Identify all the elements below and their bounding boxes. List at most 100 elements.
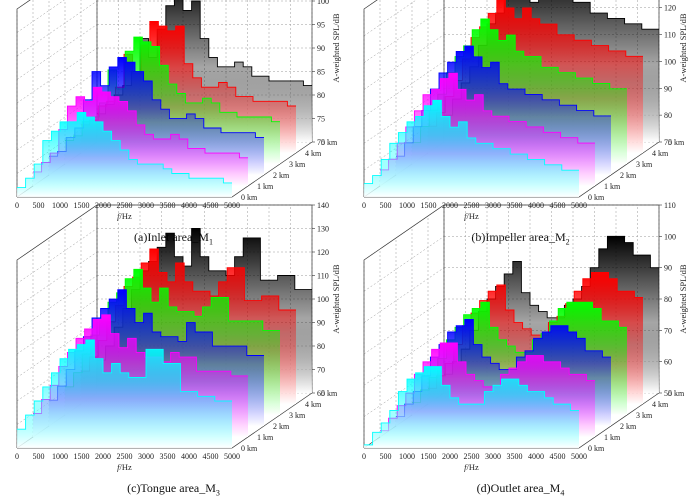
x-tick-label: 0 — [15, 452, 19, 461]
z-tick-label: 100 — [317, 295, 329, 304]
z-tick-label: 110 — [664, 31, 676, 40]
z-tick-label: 80 — [317, 91, 325, 100]
z-tick-label: 90 — [664, 84, 672, 93]
z-tick-label: 80 — [317, 342, 325, 351]
sidewall-gridline — [16, 71, 98, 127]
depth-tick-label: 2 km — [273, 171, 290, 180]
chart-impeller-area: 0 500 1000 1500 2000 2500 3000 3500 4000 4500 5000… — [362, 0, 688, 221]
caption-impeller: (b)Impeller area_M2 — [471, 230, 570, 247]
series-area-5-km — [17, 112, 232, 197]
z-tick-label: 120 — [664, 4, 676, 13]
depth-tick-label: 3 km — [289, 411, 306, 420]
z-tick-label: 110 — [664, 201, 676, 210]
caption-outlet: (d)Outlet area_M4 — [476, 481, 565, 498]
x-tick-label: 2500 — [464, 452, 480, 461]
x-axis-label: f/Hz — [117, 211, 132, 221]
depth-tick-label: 0 km — [588, 444, 605, 453]
x-tick-label: 2000 — [442, 452, 458, 461]
z-tick-label: 75 — [317, 115, 325, 124]
z-tick-label: 60 — [664, 358, 672, 367]
depth-tick-label: 1 km — [257, 182, 274, 191]
sidewall-gridline — [16, 24, 98, 80]
sidewall-gridline — [363, 0, 417, 37]
z-tick-label: 130 — [317, 225, 329, 234]
z-tick-label: 50 — [664, 389, 672, 398]
sidewall-gridline — [16, 0, 98, 57]
x-tick-label: 4000 — [181, 452, 197, 461]
x-tick-label: 4500 — [550, 201, 566, 210]
x-tick-label: 4000 — [528, 201, 544, 210]
depth-tick-label: 1 km — [257, 433, 274, 442]
depth-tick-label: 2 km — [620, 171, 637, 180]
x-tick-label: 2000 — [95, 452, 111, 461]
z-tick-label: 90 — [317, 319, 325, 328]
sidewall-gridline — [363, 298, 445, 355]
chart-tongue-area: 0 500 1000 1500 2000 2500 3000 3500 4000 4500 5000… — [15, 201, 341, 472]
x-tick-label: 3000 — [138, 201, 154, 210]
x-tick-label: 500 — [33, 452, 45, 461]
z-tick-label: 110 — [317, 272, 329, 281]
series-line-5-km — [17, 339, 232, 430]
axis-frame — [363, 0, 660, 197]
z-axis-label: A-weighted SPL/dB — [331, 13, 341, 83]
x-tick-label: 4500 — [203, 201, 219, 210]
x-tick-label: 3000 — [485, 452, 501, 461]
depth-tick-label: 4 km — [305, 149, 322, 158]
sidewall-gridline — [16, 228, 98, 284]
series-line-5-km — [17, 111, 232, 189]
sidewall-gridline — [16, 47, 98, 104]
x-axis-label: f/Hz — [464, 462, 479, 472]
x-tick-label: 500 — [380, 201, 392, 210]
x-tick-label: 1500 — [74, 452, 90, 461]
series-area-5-km — [17, 339, 232, 448]
depth-tick-label: 2 km — [620, 422, 637, 431]
x-tick-label: 3000 — [138, 452, 154, 461]
depth-tick-label: 0 km — [241, 193, 258, 202]
z-tick-label: 80 — [664, 111, 672, 120]
sidewall-gridline — [16, 298, 98, 355]
sidewall-gridline — [363, 7, 445, 63]
z-tick-label: 100 — [664, 232, 676, 241]
depth-tick-label: 1 km — [604, 182, 621, 191]
depth-tick-label: 0 km — [241, 444, 258, 453]
depth-tick-label: 5 km — [668, 389, 685, 398]
x-tick-label: 0 — [362, 452, 366, 461]
z-tick-label: 140 — [317, 201, 329, 210]
sidewall-gridline — [16, 322, 98, 378]
x-tick-label: 2500 — [117, 201, 133, 210]
sidewall-gridline — [16, 0, 31, 10]
x-tick-label: 2500 — [464, 201, 480, 210]
x-tick-label: 1000 — [52, 201, 68, 210]
depth-tick-label: 4 km — [652, 400, 669, 409]
x-tick-label: 1000 — [52, 452, 68, 461]
depth-tick-label: 2 km — [273, 422, 290, 431]
sidewall-gridline — [16, 251, 98, 308]
x-tick-label: 5000 — [224, 201, 240, 210]
panel-inlet: 0 500 1000 1500 2000 2500 3000 3500 4000 4500 5000… — [0, 0, 347, 251]
series-line-5-km — [364, 366, 579, 446]
x-tick-label: 500 — [33, 201, 45, 210]
x-tick-label: 1500 — [421, 452, 437, 461]
x-tick-label: 4500 — [203, 452, 219, 461]
depth-tick-label: 5 km — [321, 389, 338, 398]
sidewall-gridline — [363, 0, 378, 10]
sidewall-gridline — [16, 0, 65, 33]
z-axis-label: A-weighted SPL/dB — [678, 13, 688, 83]
x-axis-label: f/Hz — [117, 462, 132, 472]
z-axis-label: A-weighted SPL/dB — [678, 264, 688, 334]
depth-tick-label: 0 km — [588, 193, 605, 202]
z-tick-label: 90 — [317, 44, 325, 53]
x-tick-label: 2000 — [95, 201, 111, 210]
sidewall-gridline — [363, 267, 445, 323]
depth-tick-label: 3 km — [636, 411, 653, 420]
x-tick-label: 2000 — [442, 201, 458, 210]
sidewall-gridline — [16, 275, 98, 331]
x-tick-label: 5000 — [571, 201, 587, 210]
z-tick-label: 100 — [317, 0, 329, 6]
z-tick-label: 80 — [664, 295, 672, 304]
x-tick-label: 0 — [362, 201, 366, 210]
x-tick-label: 2500 — [117, 452, 133, 461]
panel-impeller: 0 500 1000 1500 2000 2500 3000 3500 4000 4500 5000… — [347, 0, 694, 251]
z-tick-label: 120 — [317, 248, 329, 257]
